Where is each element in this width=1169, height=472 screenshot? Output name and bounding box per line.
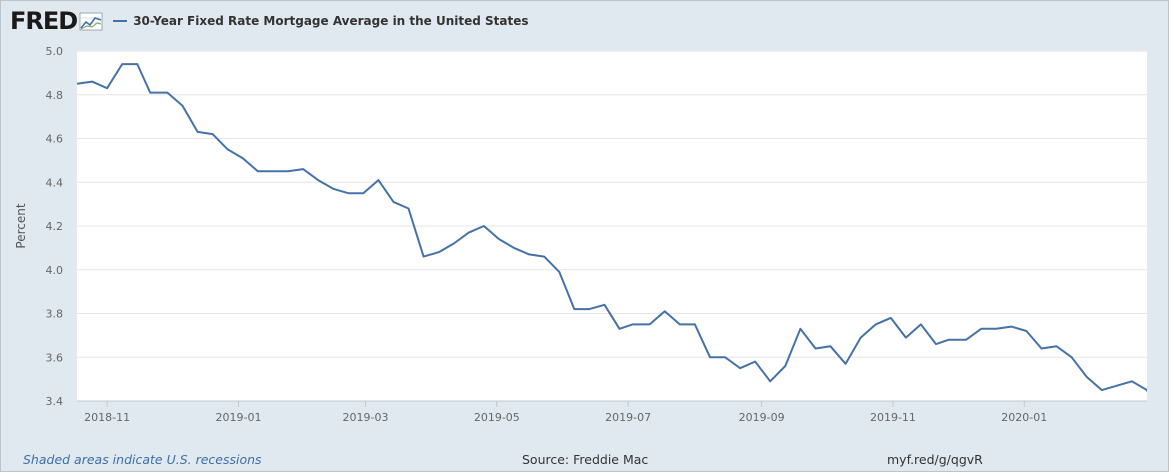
y-tick-label: 3.6	[46, 351, 64, 364]
chart-header: FRED 30-Year Fixed Rate Mortgage Average…	[10, 6, 529, 36]
legend-swatch	[113, 20, 128, 22]
y-tick-label: 4.4	[46, 176, 64, 189]
short-link[interactable]: myf.red/g/qgvR	[887, 452, 983, 467]
legend-label: 30-Year Fixed Rate Mortgage Average in t…	[133, 14, 529, 28]
y-tick-label: 4.6	[46, 133, 64, 146]
x-tick-label: 2019-03	[343, 411, 389, 424]
x-tick-label: 2019-01	[215, 411, 261, 424]
y-tick-label: 3.8	[46, 308, 64, 321]
fred-graph-icon	[79, 12, 103, 31]
recession-note: Shaded areas indicate U.S. recessions	[23, 452, 262, 467]
y-tick-label: 5.0	[46, 45, 64, 58]
fred-logo-text: FRED	[10, 7, 78, 35]
x-tick-label: 2018-11	[84, 411, 130, 424]
y-tick-label: 3.4	[46, 395, 64, 408]
source-note[interactable]: Source: Freddie Mac	[522, 452, 649, 467]
x-tick-label: 2019-11	[870, 411, 916, 424]
series-line	[77, 63, 1147, 393]
x-tick-label: 2019-07	[605, 411, 651, 424]
x-tick-label: 2019-09	[739, 411, 785, 424]
y-tick-label: 4.2	[46, 220, 64, 233]
chart-legend[interactable]: 30-Year Fixed Rate Mortgage Average in t…	[113, 14, 529, 28]
y-axis-label: Percent	[14, 203, 28, 248]
fred-logo[interactable]: FRED	[10, 7, 103, 35]
y-tick-label: 4.0	[46, 264, 64, 277]
x-tick-label: 2019-05	[474, 411, 520, 424]
y-tick-label: 4.8	[46, 89, 64, 102]
x-tick-label: 2020-01	[1001, 411, 1047, 424]
